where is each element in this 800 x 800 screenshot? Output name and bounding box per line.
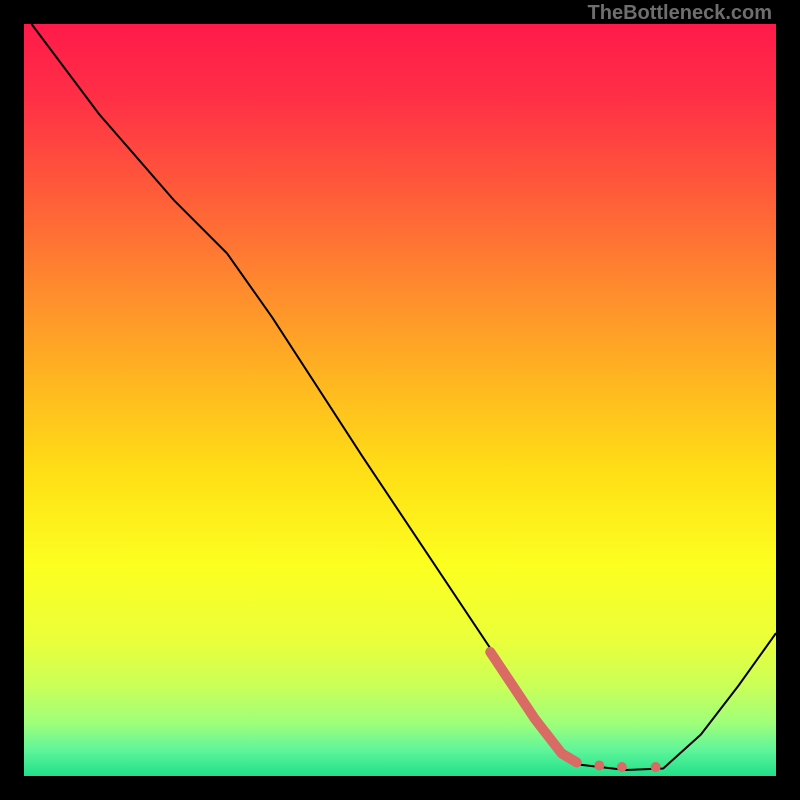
chart-container: TheBottleneck.com [0,0,800,800]
highlight-segment [490,652,576,763]
watermark-text: TheBottleneck.com [588,2,772,25]
plot-area [24,24,776,776]
main-curve [32,24,776,770]
line-layer [24,24,776,776]
